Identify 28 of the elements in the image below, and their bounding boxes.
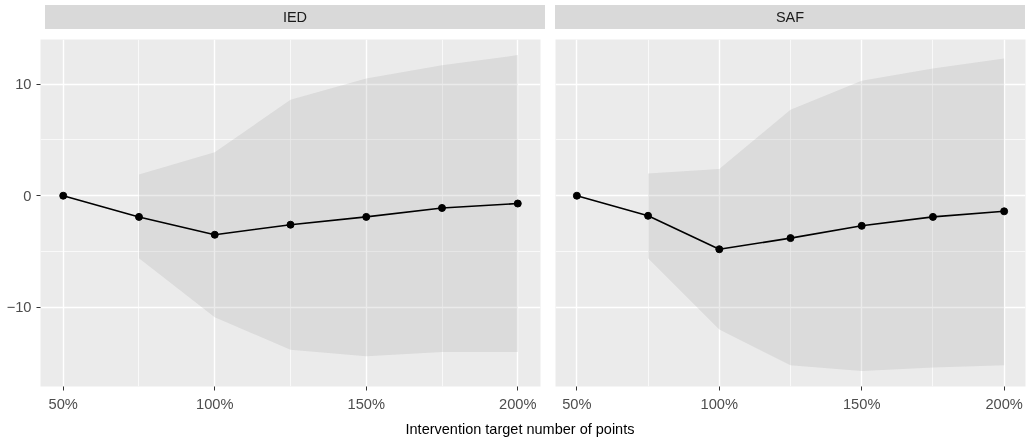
x-tick-label: 200% xyxy=(499,395,537,412)
point xyxy=(857,221,866,230)
y-tick-label: 10 xyxy=(15,76,32,93)
point xyxy=(513,199,522,208)
x-tick-label: 50% xyxy=(562,395,592,412)
point xyxy=(210,230,219,239)
point xyxy=(928,212,937,221)
x-tick-label: 100% xyxy=(700,395,739,412)
x-axis-title: Intervention target number of points xyxy=(405,420,635,438)
point xyxy=(572,191,581,200)
point xyxy=(644,211,653,220)
chart-title: SAF xyxy=(775,8,805,27)
point xyxy=(1000,207,1009,216)
point xyxy=(786,234,795,243)
x-tick-label: 150% xyxy=(842,395,881,412)
point xyxy=(59,191,68,200)
x-tick-label: 50% xyxy=(48,395,78,412)
point xyxy=(362,212,371,221)
chart-title: IED xyxy=(282,8,308,27)
x-tick-label: 100% xyxy=(196,395,234,412)
point xyxy=(286,220,295,229)
y-tick-label: 0 xyxy=(23,187,32,204)
x-tick-label: 150% xyxy=(347,395,386,412)
y-tick-label: −10 xyxy=(6,299,32,316)
x-tick-label: 200% xyxy=(985,395,1023,412)
point xyxy=(715,245,724,254)
point xyxy=(438,203,447,212)
point xyxy=(134,212,143,221)
